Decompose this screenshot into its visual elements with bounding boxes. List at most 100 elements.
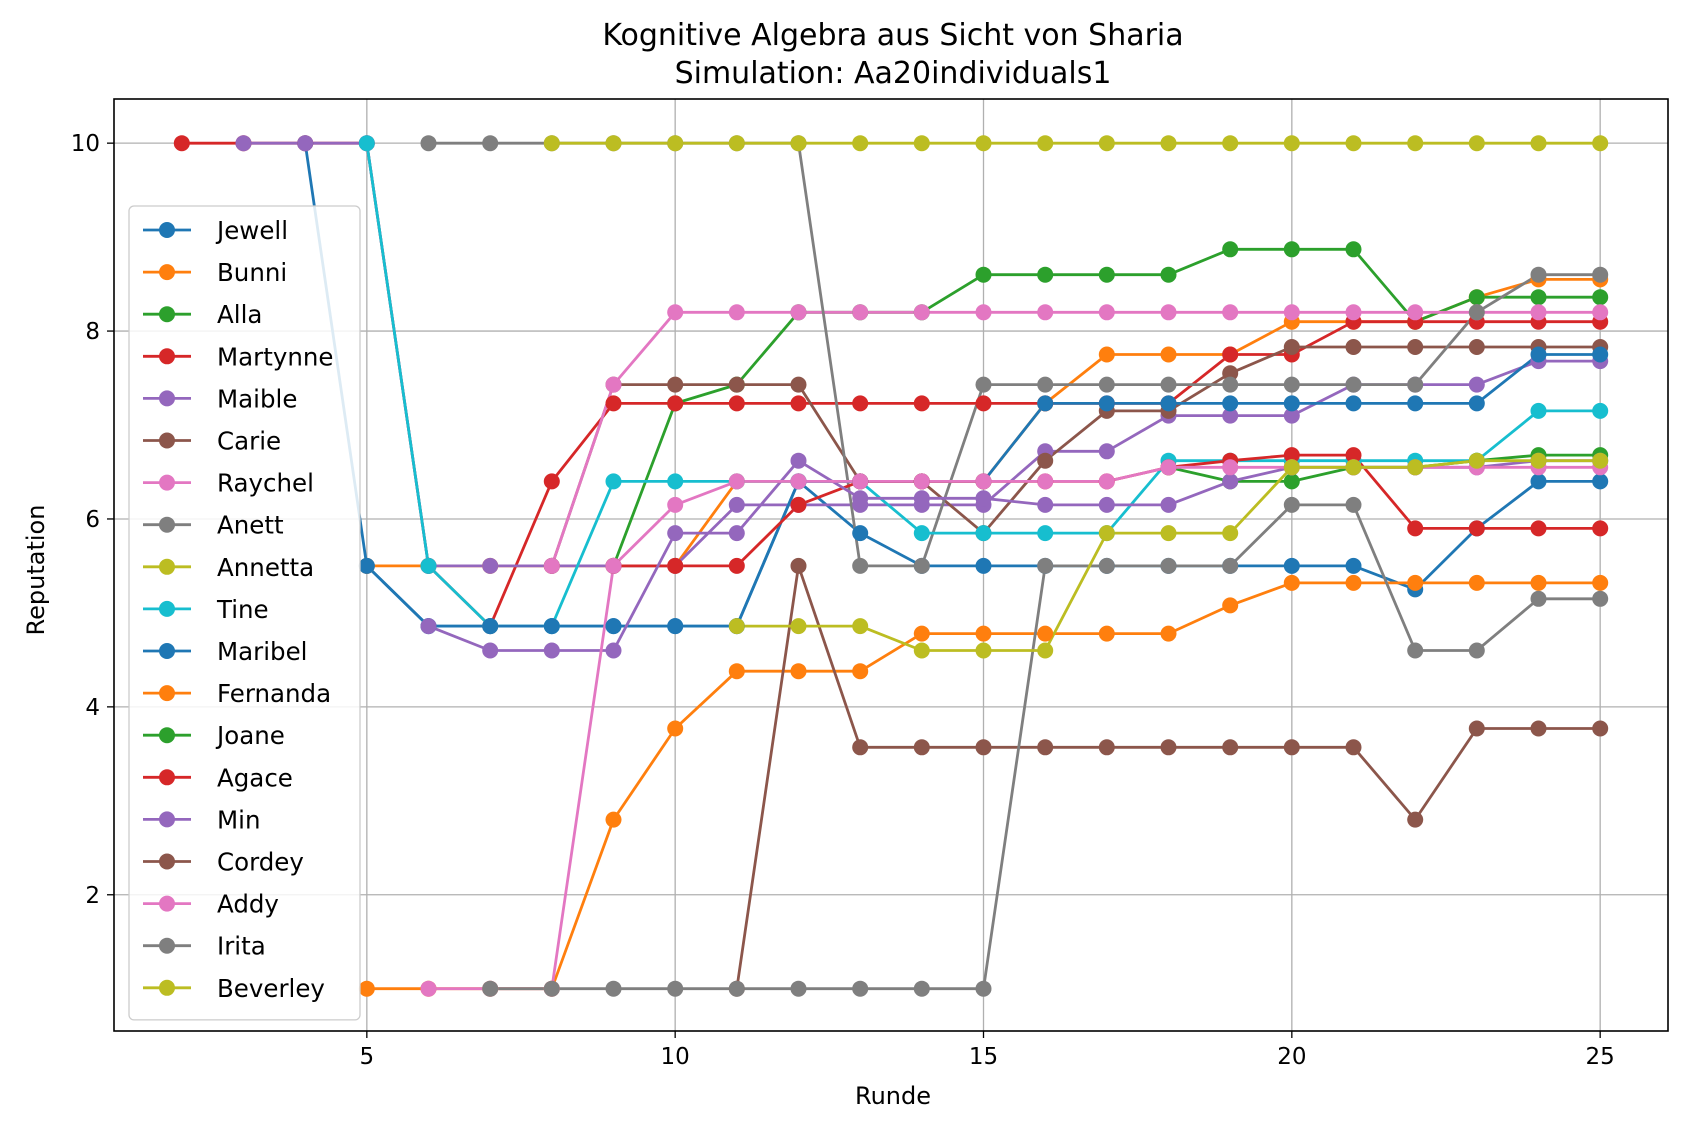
data-point — [1222, 407, 1239, 424]
data-point — [1098, 739, 1115, 756]
data-point — [1468, 574, 1485, 591]
y-axis-label: Reputation — [22, 505, 50, 636]
data-point — [667, 395, 684, 412]
data-point — [913, 739, 930, 756]
y-axis-ticks: 2 4 6 8 10 — [71, 131, 114, 909]
data-point — [975, 304, 992, 321]
data-point — [1160, 739, 1177, 756]
data-point — [667, 980, 684, 997]
data-point — [1283, 395, 1300, 412]
data-point — [728, 496, 745, 513]
data-point — [975, 980, 992, 997]
data-point — [1530, 346, 1547, 363]
data-point — [975, 395, 992, 412]
data-point — [1592, 402, 1609, 419]
data-point — [1037, 739, 1054, 756]
legend-label: Anett — [217, 511, 284, 540]
data-point — [728, 525, 745, 542]
data-point — [1037, 525, 1054, 542]
data-point — [728, 395, 745, 412]
series-line — [550, 345, 1601, 567]
data-point — [913, 304, 930, 321]
data-point — [1098, 376, 1115, 393]
data-point — [852, 980, 869, 997]
data-point — [1530, 473, 1547, 490]
legend-label: Irita — [217, 932, 266, 961]
x-tick-label: 25 — [1586, 1044, 1615, 1070]
data-point — [1222, 135, 1239, 152]
data-point — [1098, 625, 1115, 642]
data-point — [358, 557, 375, 574]
legend-label: Agace — [217, 763, 293, 792]
data-point — [1407, 376, 1424, 393]
data-point — [1283, 241, 1300, 258]
data-point — [1407, 520, 1424, 537]
data-point — [1098, 395, 1115, 412]
data-point — [852, 525, 869, 542]
data-point — [1345, 241, 1362, 258]
data-point — [1222, 365, 1239, 382]
data-point — [1530, 720, 1547, 737]
data-point — [852, 557, 869, 574]
legend-label: Joane — [215, 721, 285, 750]
plot-area-frame — [113, 98, 1669, 1032]
legend-swatch-marker — [159, 979, 175, 996]
data-point — [1468, 452, 1485, 469]
data-point — [667, 135, 684, 152]
data-point — [1345, 135, 1362, 152]
data-point — [420, 557, 437, 574]
data-point — [790, 473, 807, 490]
data-point — [1592, 473, 1609, 490]
data-point — [1468, 289, 1485, 306]
data-point — [1345, 574, 1362, 591]
data-point — [913, 135, 930, 152]
data-point — [605, 618, 622, 635]
data-point — [1098, 496, 1115, 513]
data-point — [1468, 520, 1485, 537]
data-point — [975, 739, 992, 756]
data-point — [913, 557, 930, 574]
data-point — [1222, 739, 1239, 756]
data-point — [790, 452, 807, 469]
data-point — [1283, 496, 1300, 513]
data-point — [1283, 459, 1300, 476]
data-point — [852, 490, 869, 507]
data-point — [1160, 135, 1177, 152]
data-point — [728, 618, 745, 635]
legend-label: Martynne — [217, 342, 333, 371]
data-point — [913, 490, 930, 507]
data-point — [975, 135, 992, 152]
legend-swatch-marker — [159, 264, 175, 281]
data-point — [1037, 642, 1054, 659]
data-point — [667, 304, 684, 321]
data-point — [1530, 590, 1547, 607]
data-point — [235, 135, 252, 152]
data-point — [913, 395, 930, 412]
data-point — [1530, 452, 1547, 469]
data-point — [1222, 395, 1239, 412]
data-point — [667, 720, 684, 737]
data-point — [728, 980, 745, 997]
legend-label: Bunni — [217, 258, 287, 287]
data-point — [358, 980, 375, 997]
data-point — [605, 642, 622, 659]
data-point — [667, 557, 684, 574]
data-point — [790, 135, 807, 152]
legend-label: Alla — [217, 300, 262, 329]
data-point — [1407, 574, 1424, 591]
data-point — [1037, 266, 1054, 283]
data-point — [1468, 304, 1485, 321]
legend-label: Cordey — [217, 848, 304, 877]
legend-swatch-marker — [159, 895, 175, 912]
data-point — [1407, 811, 1424, 828]
data-point — [1160, 459, 1177, 476]
data-point — [728, 557, 745, 574]
data-point — [1160, 304, 1177, 321]
data-point — [1407, 459, 1424, 476]
data-point — [1037, 496, 1054, 513]
x-tick-label: 5 — [360, 1044, 375, 1070]
data-point — [543, 135, 560, 152]
data-point — [1592, 452, 1609, 469]
data-point — [1345, 459, 1362, 476]
